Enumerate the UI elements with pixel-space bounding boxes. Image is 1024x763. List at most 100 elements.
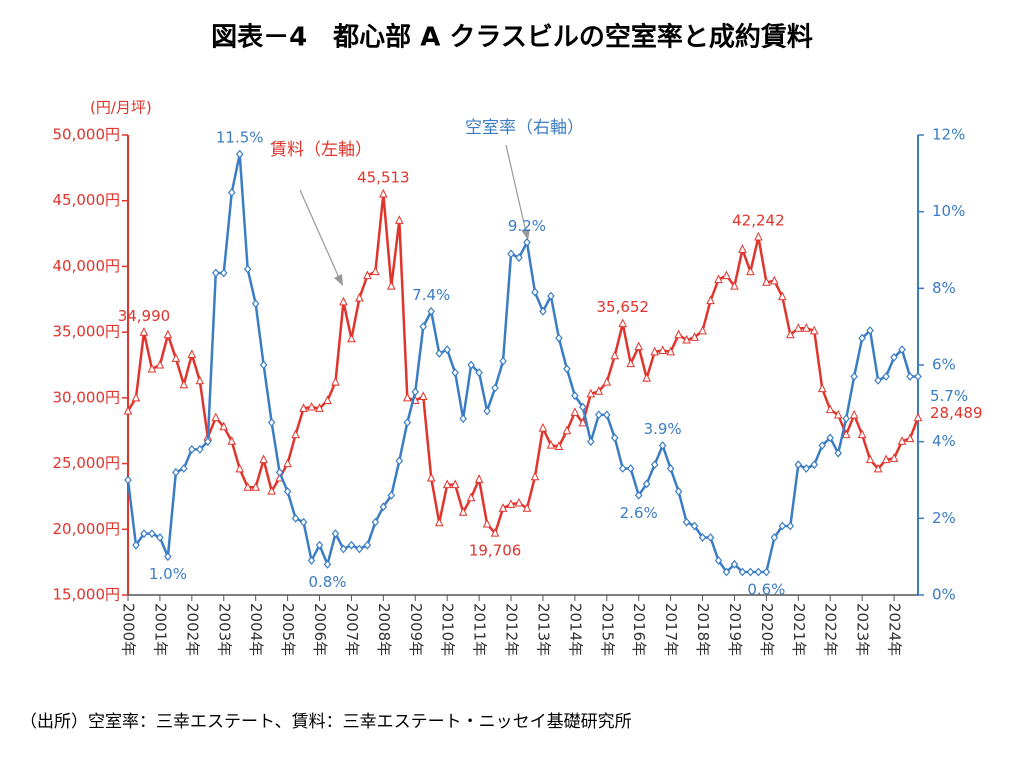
point-marker <box>395 456 404 466</box>
x-tick-label: 2005年 <box>279 603 297 656</box>
point-marker <box>227 436 237 445</box>
point-marker <box>674 329 683 339</box>
point-marker <box>738 244 747 253</box>
point-marker <box>458 507 468 516</box>
point-marker <box>188 444 196 454</box>
point-marker <box>706 533 715 542</box>
point-marker <box>371 266 380 276</box>
point-marker <box>179 379 189 389</box>
point-marker <box>754 231 763 241</box>
point-marker <box>482 518 492 528</box>
point-marker <box>826 433 835 443</box>
point-marker <box>778 521 787 531</box>
point-marker <box>786 329 795 339</box>
point-marker <box>547 291 555 301</box>
point-marker <box>658 441 667 450</box>
source-note: （出所）空室率：三幸エステート、賃料：三幸エステート・ニッセイ基礎研究所 <box>20 712 632 732</box>
point-marker <box>546 440 556 449</box>
y-unit-label: (円/月坪) <box>90 99 152 117</box>
point-marker <box>890 352 898 362</box>
point-marker <box>690 332 699 341</box>
point-marker <box>642 373 651 382</box>
point-marker <box>578 417 588 427</box>
point-marker <box>563 364 571 374</box>
y2-tick-label: 8% <box>932 279 956 297</box>
point-marker <box>666 346 675 356</box>
point-marker <box>474 474 484 483</box>
point-marker <box>443 345 451 355</box>
point-marker <box>602 410 611 420</box>
point-marker <box>475 368 483 378</box>
point-marker <box>483 406 491 416</box>
point-marker <box>459 414 467 424</box>
point-marker <box>634 341 644 351</box>
y-tick-label: 50,000円 <box>53 126 121 144</box>
x-tick-label: 2019年 <box>726 603 744 656</box>
point-marker <box>243 482 253 491</box>
data-label: 7.4% <box>412 286 450 304</box>
point-marker <box>698 325 707 335</box>
x-tick-label: 2010年 <box>439 603 457 656</box>
point-marker <box>682 334 691 344</box>
point-marker <box>866 326 874 335</box>
data-label: 35,652 <box>596 298 649 316</box>
x-tick-label: 2023年 <box>854 603 872 656</box>
x-tick-label: 2017年 <box>662 603 680 656</box>
point-marker <box>466 492 476 502</box>
point-marker <box>507 249 515 259</box>
point-marker <box>132 540 140 550</box>
point-marker <box>850 372 858 381</box>
point-marker <box>490 528 500 537</box>
point-marker <box>171 353 181 362</box>
point-marker <box>770 533 779 542</box>
point-marker <box>841 429 851 439</box>
point-marker <box>714 556 723 565</box>
point-marker <box>331 529 340 539</box>
point-marker <box>283 458 292 468</box>
point-marker <box>666 464 675 473</box>
point-marker <box>674 487 683 496</box>
y-tick-label: 25,000円 <box>53 454 121 472</box>
x-tick-label: 2014年 <box>566 603 584 656</box>
point-marker <box>347 540 356 550</box>
y-tick-label: 30,000円 <box>53 388 121 406</box>
y2-tick-label: 12% <box>932 126 965 144</box>
point-marker <box>498 503 508 512</box>
point-marker <box>172 467 180 477</box>
point-marker <box>450 479 460 489</box>
point-marker <box>778 291 787 301</box>
series-label: 賃料（左軸） <box>270 140 372 160</box>
point-marker <box>722 270 731 280</box>
point-marker <box>738 567 747 577</box>
point-marker <box>427 306 436 316</box>
point-marker <box>714 274 723 284</box>
point-marker <box>610 433 619 443</box>
x-tick-label: 2008年 <box>375 603 393 656</box>
point-marker <box>746 567 755 577</box>
y2-tick-label: 10% <box>932 202 965 220</box>
point-marker <box>339 296 348 306</box>
point-marker <box>514 497 524 507</box>
point-marker <box>131 392 141 402</box>
point-marker <box>730 281 739 290</box>
point-marker <box>754 567 763 577</box>
point-marker <box>786 521 795 531</box>
point-marker <box>530 471 540 481</box>
data-label: 1.0% <box>149 565 187 583</box>
point-marker <box>690 521 699 531</box>
x-tick-label: 2002年 <box>183 603 201 656</box>
point-marker <box>283 487 292 496</box>
point-marker <box>833 409 843 419</box>
point-marker <box>451 368 459 378</box>
point-marker <box>251 482 260 491</box>
point-marker <box>371 517 380 527</box>
point-marker <box>793 323 803 332</box>
point-marker <box>539 306 547 316</box>
point-marker <box>842 414 850 424</box>
point-marker <box>706 295 715 305</box>
x-tick-label: 2007年 <box>343 603 361 656</box>
annotation-arrow <box>299 189 341 281</box>
point-marker <box>331 376 340 386</box>
point-marker <box>722 567 731 577</box>
